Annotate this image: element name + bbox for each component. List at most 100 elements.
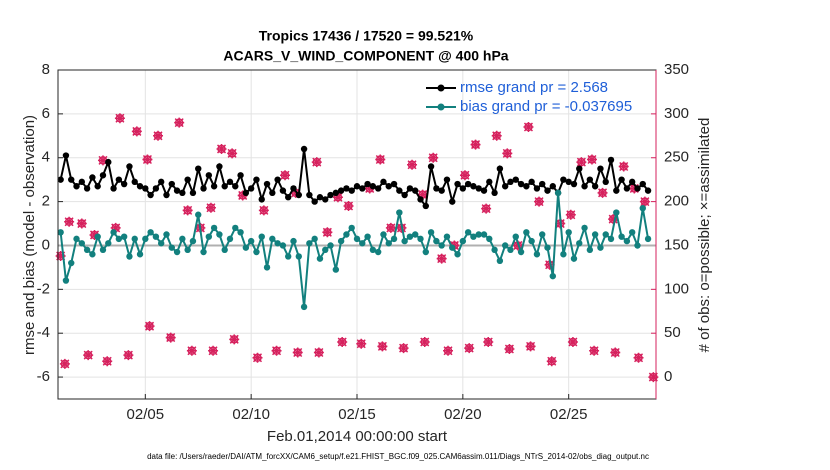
obs-assimilated (258, 205, 269, 216)
data-point (300, 303, 308, 311)
data-point (110, 185, 117, 192)
data-point (99, 172, 107, 179)
data-point (157, 240, 165, 247)
data-point (131, 178, 138, 186)
data-point (120, 180, 128, 188)
obs-assimilated (464, 343, 475, 354)
y-tick-label: 0 (42, 236, 50, 253)
obs-point (59, 358, 70, 369)
obs-assimilated (534, 196, 545, 207)
data-point (232, 183, 239, 190)
obs-assimilated (131, 126, 142, 137)
obs-point (337, 336, 348, 347)
data-point (89, 251, 96, 258)
obs-point (504, 343, 515, 354)
obs-assimilated (252, 352, 263, 363)
obs-assimilated (443, 345, 454, 356)
data-point (274, 240, 281, 247)
data-point (142, 235, 149, 243)
data-point (613, 187, 620, 194)
data-point (512, 176, 519, 183)
data-point (380, 231, 387, 238)
y-tick-label: 6 (42, 105, 50, 122)
obs-assimilated (407, 159, 418, 170)
data-point (353, 235, 361, 243)
data-point (528, 178, 535, 186)
obs-assimilated (216, 143, 227, 154)
data-point (565, 178, 572, 186)
data-point (232, 224, 239, 232)
x-axis-label: Feb.01,2014 00:00:00 start (267, 428, 448, 445)
obs-point (375, 154, 386, 165)
obs-assimilated (290, 187, 301, 198)
obs-point (208, 345, 219, 356)
obs-point (502, 148, 513, 159)
data-point (591, 231, 599, 238)
obs-point (271, 345, 282, 356)
obs-point (618, 161, 629, 172)
obs-assimilated (504, 343, 515, 354)
data-point (247, 237, 255, 245)
data-point (496, 165, 504, 172)
obs-point (534, 196, 545, 207)
obs-assimilated (597, 187, 608, 198)
data-point (173, 187, 181, 194)
data-point (422, 248, 429, 256)
data-point (607, 235, 615, 243)
data-point (406, 185, 414, 192)
obs-assimilated (385, 222, 396, 233)
obs-assimilated (633, 352, 644, 363)
obs-point (419, 336, 430, 347)
obs-assimilated (280, 170, 291, 181)
data-point (449, 198, 456, 205)
data-point (269, 235, 276, 243)
data-point (390, 180, 398, 188)
data-point (316, 255, 324, 262)
y2-tick-label: 150 (664, 236, 689, 253)
data-point (237, 172, 244, 179)
data-point (258, 233, 265, 240)
data-point (348, 224, 355, 232)
obs-assimilated (142, 154, 153, 165)
data-point (533, 185, 541, 192)
data-point (364, 180, 371, 188)
data-point (226, 235, 234, 243)
obs-assimilated (271, 345, 282, 356)
data-point (311, 198, 318, 205)
obs-point (398, 343, 409, 354)
obs-assimilated (565, 209, 576, 220)
data-point (401, 191, 408, 199)
data-point (216, 231, 223, 238)
obs-point (102, 356, 113, 367)
data-point (364, 233, 371, 240)
data-point (136, 183, 144, 190)
data-point (507, 246, 514, 254)
obs-assimilated (481, 203, 492, 214)
data-point (285, 194, 292, 201)
obs-assimilated (110, 222, 121, 233)
data-point (163, 191, 170, 199)
obs-point (83, 350, 94, 361)
data-point (253, 248, 260, 256)
y2-tick-label: 50 (664, 324, 681, 341)
data-point (390, 235, 398, 243)
obs-point (597, 187, 608, 198)
data-point (263, 264, 271, 271)
obs-assimilated (419, 336, 430, 347)
data-point (115, 176, 123, 183)
data-point (628, 229, 636, 236)
data-point (279, 242, 287, 249)
data-point (597, 165, 604, 172)
data-point (168, 180, 175, 188)
data-point (62, 152, 70, 159)
obs-assimilated (153, 130, 164, 141)
obs-point (523, 122, 534, 133)
data-point (359, 240, 366, 247)
data-point (570, 255, 578, 262)
data-point (279, 187, 287, 194)
obs-assimilated (114, 113, 125, 124)
obs-assimilated (76, 218, 87, 229)
data-point (189, 237, 197, 245)
obs-assimilated (525, 341, 536, 352)
data-point (242, 244, 250, 251)
